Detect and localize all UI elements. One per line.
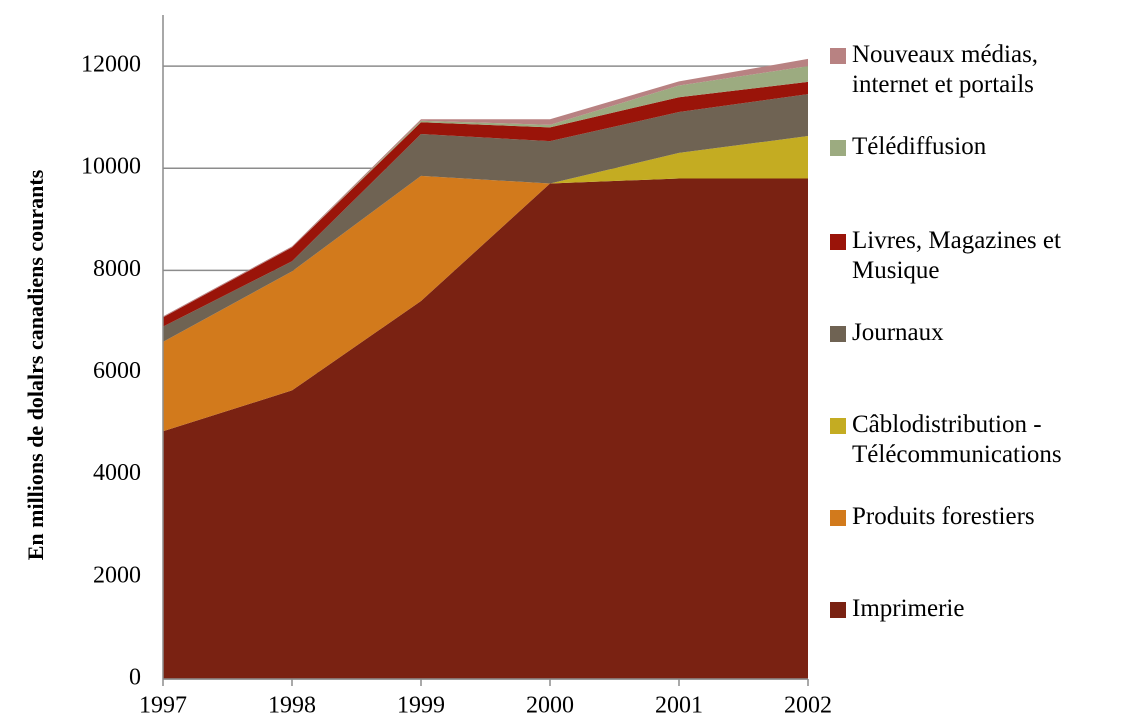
x-tick-label: 1999 [397,693,445,719]
legend-swatch [830,602,846,618]
x-tick-label: 2002 [784,693,832,719]
legend-item: Journaux [830,318,944,348]
x-tick-label: 1998 [268,693,316,719]
legend-swatch [830,48,846,64]
legend-label: Câblodistribution - Télécommunications [852,411,1062,468]
x-tick-label: 2000 [526,693,574,719]
legend-label: Journaux [852,319,944,346]
legend-item: Nouveaux médias, internet et portails [830,40,1115,100]
area [163,81,808,327]
legend-swatch [830,234,846,250]
y-tick-label: 4000 [93,460,141,486]
legend-item: Imprimerie [830,594,964,624]
legend-swatch [830,510,846,526]
x-tick-label: 1997 [139,693,187,719]
y-tick-label: 2000 [93,562,141,588]
x-tick-label: 2001 [655,693,703,719]
y-tick-label: 6000 [93,358,141,384]
legend-label: Nouveaux médias, internet et portails [852,41,1039,98]
y-tick-label: 8000 [93,256,141,282]
legend-item: Produits forestiers [830,502,1035,532]
area [163,175,808,432]
legend-item: Câblodistribution - Télécommunications [830,410,1115,470]
y-tick-label: 0 [129,665,141,691]
legend-swatch [830,418,846,434]
area [163,94,808,342]
area [163,178,808,679]
legend-item: Télédiffusion [830,132,986,162]
legend-swatch [830,140,846,156]
y-axis-label: En millions de dolalrs canadiens courant… [23,169,48,560]
legend-label: Produits forestiers [852,503,1035,530]
legend-item: Livres, Magazines et Musique [830,226,1115,286]
legend-label: Livres, Magazines et Musique [852,227,1061,284]
area [163,136,808,342]
legend-label: Imprimerie [852,595,965,622]
legend-label: Télédiffusion [852,133,987,160]
y-tick-label: 10000 [81,154,141,180]
legend-swatch [830,326,846,342]
y-tick-label: 12000 [81,52,141,78]
